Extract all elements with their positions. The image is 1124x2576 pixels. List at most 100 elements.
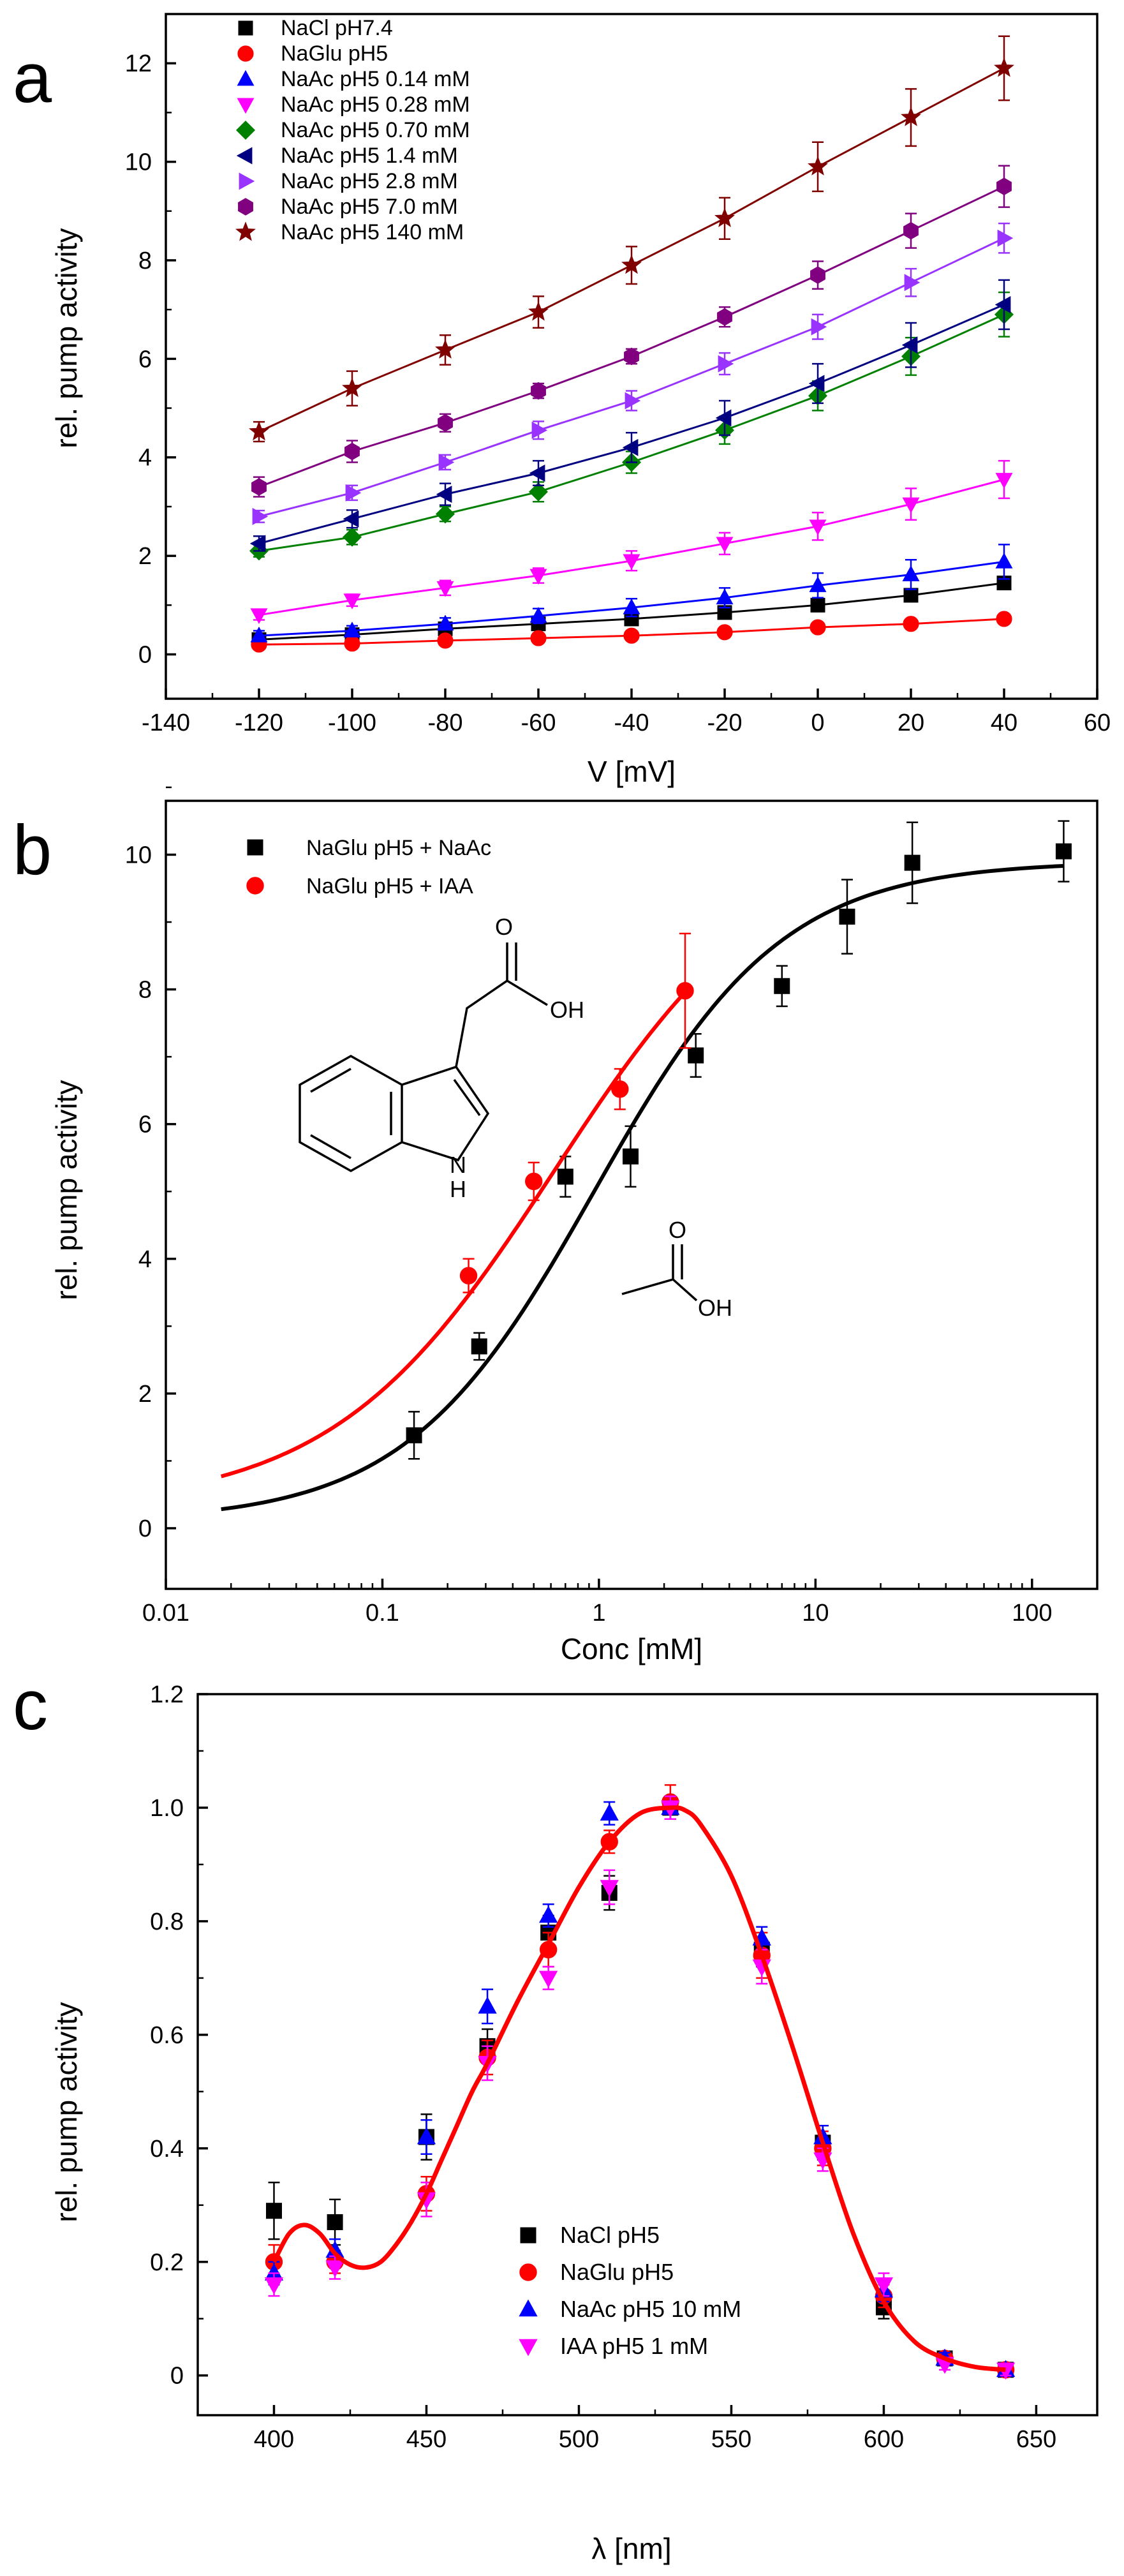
data-point: [809, 519, 827, 536]
data-point: [902, 497, 920, 514]
panel-c-plot: 400 450 500 550 600 650 0 0.2 0.4 0.6 0.8 1.0 1.2 NaC…: [150, 1681, 1098, 2453]
panel-a-plot: -140 -120 -100 -80 -60 -40 -20 0 20 40 60 0 2 4 6 8 10 12…: [125, 13, 1111, 736]
data-point: [903, 221, 919, 240]
data-point: [716, 624, 733, 641]
iaa-structure: O OH N H: [299, 914, 584, 1202]
data-point: [435, 504, 455, 524]
legend-entry: NaAc pH5 1.4 mM: [236, 144, 458, 168]
legend-entry: NaCl pH7.4: [238, 16, 393, 40]
data-point: [808, 156, 828, 175]
data-point: [623, 598, 640, 614]
data-point: [811, 318, 827, 336]
legend-marker: [238, 198, 253, 216]
series-nacl-ph5: [265, 1795, 1014, 2378]
panel-a-letter: a: [13, 39, 52, 117]
legend-label: NaCl pH5: [560, 2222, 660, 2248]
legend-marker: [519, 2339, 538, 2356]
legend-entry: NaAc pH5 10 mM: [519, 2296, 741, 2322]
x-tick-label: 600: [864, 2426, 904, 2453]
panel-c-xlabel: λ [nm]: [591, 2532, 671, 2565]
data-point: [611, 1080, 629, 1098]
y-tick-label: 0.6: [150, 2022, 184, 2049]
series-naglu-ph5-naac: [221, 820, 1072, 1512]
data-point: [435, 339, 455, 359]
data-point: [996, 611, 1012, 627]
y-tick-label: 0.8: [150, 1909, 184, 1935]
data-point: [1055, 843, 1072, 860]
data-point: [716, 588, 734, 605]
x-tick-label: -100: [328, 710, 376, 736]
data-point: [624, 347, 639, 366]
x-tick-label: 40: [991, 710, 1017, 736]
data-point: [249, 421, 269, 441]
data-point: [525, 1172, 543, 1191]
data-point: [714, 207, 735, 227]
series-naac-ph5-1-4-mm: [249, 279, 1011, 553]
x-tick-label: 0.01: [142, 1600, 189, 1627]
series-naac-ph5-0-14-mm: [250, 544, 1013, 643]
spectral-fit: [272, 1805, 1006, 2372]
series-line: [258, 479, 1005, 616]
x-tick-label: -60: [521, 710, 556, 736]
x-tick-label: 650: [1016, 2426, 1056, 2453]
legend-label: NaAc pH5 0.28 mM: [281, 93, 470, 117]
panel-c: c 400 450 500 550 600 650 0 0.2 0.4 0.6 0.8 1.0 1.2 N…: [13, 1666, 1098, 2565]
legend-entry: NaAc pH5 140 mM: [235, 220, 464, 244]
data-point: [623, 554, 640, 570]
legend-entry: NaAc pH5 2.8 mM: [239, 169, 458, 193]
data-point: [839, 909, 855, 925]
legend-label: NaAc pH5 0.14 mM: [281, 67, 470, 91]
data-point: [600, 1803, 619, 1821]
legend-label: IAA pH5 1 mM: [560, 2333, 708, 2359]
data-point: [459, 1267, 478, 1284]
fit-curve: [220, 990, 687, 1478]
data-point: [251, 478, 267, 496]
data-point: [623, 1148, 639, 1165]
data-point: [529, 569, 547, 585]
x-tick-label: 0.1: [366, 1600, 399, 1627]
series-naac-ph5-2-8-mm: [252, 222, 1014, 525]
x-tick-label: 550: [711, 2426, 751, 2453]
x-tick-label: 1: [592, 1600, 605, 1627]
data-point: [343, 622, 361, 637]
data-point: [995, 295, 1011, 313]
acetate-o-label: O: [669, 1217, 686, 1243]
y-tick-label: 1.0: [150, 1795, 184, 1822]
data-point: [809, 576, 827, 592]
data-point: [342, 527, 362, 547]
data-point: [529, 607, 547, 623]
data-point: [808, 375, 825, 392]
y-tick-label: 10: [125, 842, 152, 868]
y-tick-label: 10: [125, 149, 152, 176]
legend-label: NaAc pH5 1.4 mM: [281, 144, 458, 168]
fit-curve: [272, 1805, 1006, 2372]
data-point: [249, 535, 266, 553]
data-point: [904, 854, 921, 871]
legend-entry: NaGlu pH5: [237, 41, 388, 66]
data-point: [250, 626, 268, 643]
legend-marker: [237, 98, 255, 114]
legend-entry: IAA pH5 1 mM: [519, 2333, 708, 2359]
data-point: [539, 1970, 558, 1988]
data-point: [325, 2260, 344, 2278]
y-tick-label: 6: [138, 1112, 152, 1138]
data-point: [995, 473, 1013, 489]
x-tick-label: 500: [559, 2426, 599, 2453]
data-point: [438, 413, 453, 432]
panel-a-ylabel: rel. pump activity: [50, 228, 83, 448]
legend-label: NaGlu pH5 + NaAc: [306, 836, 491, 860]
y-tick-label: 6: [138, 346, 152, 373]
x-tick-label: 20: [898, 710, 924, 736]
data-point: [345, 484, 362, 502]
data-point: [344, 442, 360, 461]
data-point: [995, 553, 1013, 569]
panel-b-ylabel: rel. pump activity: [50, 1080, 83, 1300]
panel-b: b 0.01 0.1 1 10 100 0 2 4 6 8 10 NaGlu pH5 + NaAc Na…: [13, 786, 1098, 1665]
legend-marker: [238, 20, 253, 36]
legend-label: NaGlu pH5 + IAA: [306, 874, 473, 898]
y-tick-label: 1.2: [150, 1681, 184, 1708]
legend-label: NaAc pH5 140 mM: [281, 220, 464, 244]
y-tick-label: 0: [138, 1515, 152, 1542]
data-point: [996, 177, 1012, 195]
